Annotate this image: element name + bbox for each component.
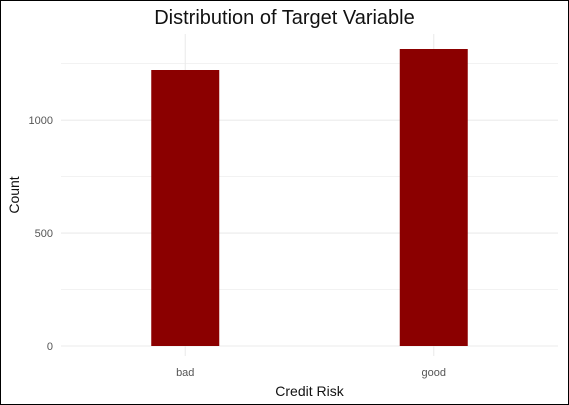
y-tick-label: 1000 bbox=[29, 115, 53, 127]
y-axis-label: Count bbox=[6, 176, 22, 213]
x-tick-label: bad bbox=[176, 367, 194, 379]
x-axis-label: Credit Risk bbox=[275, 383, 344, 399]
y-tick-label: 0 bbox=[47, 341, 53, 353]
chart-title: Distribution of Target Variable bbox=[154, 7, 415, 29]
x-tick-label: good bbox=[422, 367, 446, 379]
bar-bad bbox=[151, 70, 220, 346]
y-tick-label: 500 bbox=[35, 228, 53, 240]
bar-good bbox=[399, 49, 468, 346]
